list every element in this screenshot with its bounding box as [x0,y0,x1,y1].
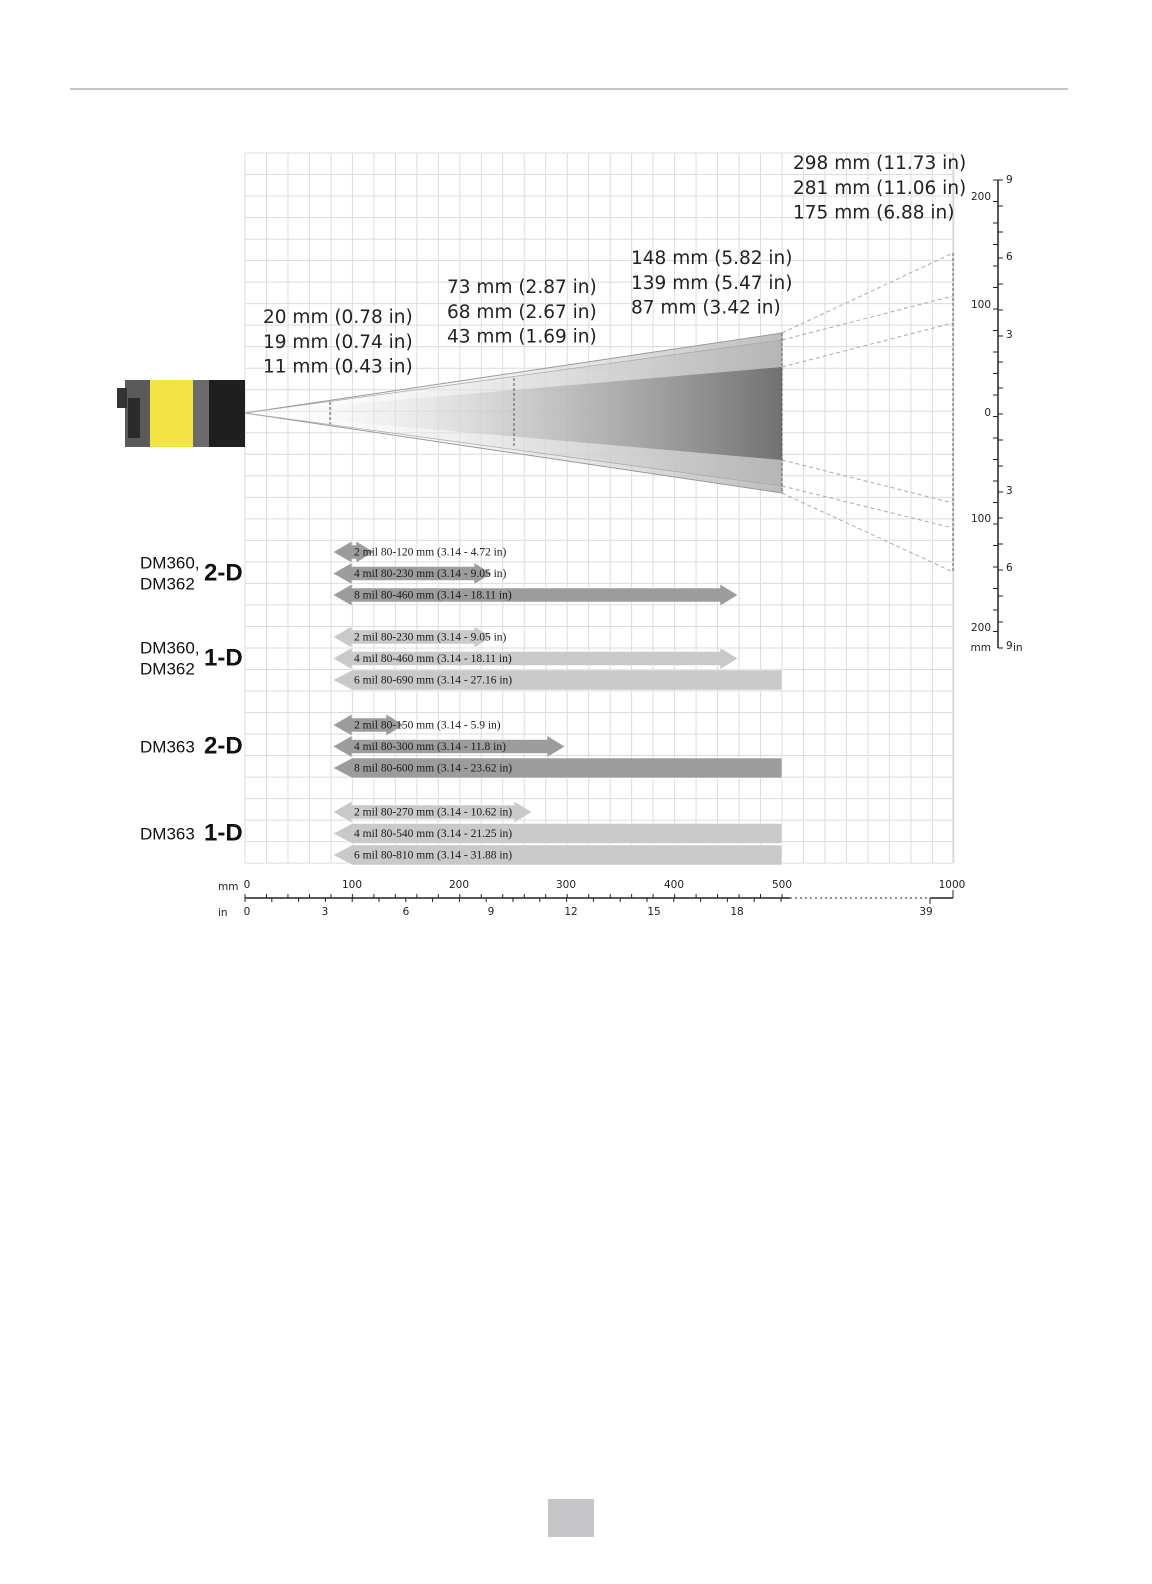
fov-label: 19 mm (0.74 in) [263,332,413,353]
fov-label: 148 mm (5.82 in) [631,248,793,269]
range-label: 4 mil 80-230 mm (3.14 - 9.05 in) [354,568,507,580]
y-in-label: 9 [1006,174,1013,186]
range-label: 4 mil 80-460 mm (3.14 - 18.11 in) [354,653,512,665]
code-type: 2-D [204,732,243,759]
x-in-label: 18 [730,906,743,918]
y-mm-label: 200 [971,622,991,634]
y-in-label: 9 [1006,640,1013,652]
x-in-label: 6 [403,906,410,918]
x-mm-label: 300 [556,879,576,891]
range-label: 2 mil 80-230 mm (3.14 - 9.05 in) [354,632,507,644]
page-number-box [548,1499,594,1537]
y-mm-label: 200 [971,191,991,203]
range-arrow [332,583,739,607]
range-arrow [332,646,739,671]
fov-label: 87 mm (3.42 in) [631,298,781,319]
y-in-label: 6 [1006,562,1013,574]
x-mm-label: 1000 [939,879,966,891]
range-label: 4 mil 80-300 mm (3.14 - 11.8 in) [354,741,506,753]
y-unit-mm: mm [971,642,991,654]
range-arrow [332,844,783,866]
x-in-label: 3 [322,906,329,918]
x-in-label: 0 [244,906,251,918]
range-label: 2 mil 80-150 mm (3.14 - 5.9 in) [354,720,501,732]
range-label: 2 mil 80-120 mm (3.14 - 4.72 in) [354,547,507,559]
code-type: 1-D [204,819,243,846]
model-name: DM360, [140,553,200,572]
x-mm-label: 500 [772,879,792,891]
model-name: DM362 [140,659,195,678]
range-arrow [332,625,493,649]
y-unit-in: in [1013,642,1023,654]
range-arrow [332,713,405,737]
content: 20 mm (0.78 in) 19 mm (0.74 in) 11 mm (0.4… [140,153,1023,919]
range-arrow [332,540,375,564]
fov-label: 68 mm (2.67 in) [447,302,597,323]
fov-label: 139 mm (5.47 in) [631,273,793,294]
range-label: 8 mil 80-460 mm (3.14 - 18.11 in) [354,590,512,602]
range-arrow [332,669,783,691]
range-arrow [332,561,493,586]
range-label: 2 mil 80-270 mm (3.14 - 10.62 in) [354,807,512,819]
x-mm-label: 100 [342,879,362,891]
x-mm-label: 0 [244,879,251,891]
x-unit-in: in [218,907,228,919]
code-type: 2-D [204,559,243,586]
y-in-label: 6 [1006,251,1013,263]
range-label: 4 mil 80-540 mm (3.14 - 21.25 in) [354,828,512,840]
y-mm-label: 100 [971,513,991,525]
range-arrow [332,800,533,824]
model-name: DM360, [140,638,200,657]
fov-label: 175 mm (6.88 in) [793,203,955,224]
x-in-label: 12 [564,906,577,918]
range-arrow [332,757,783,779]
range-arrow [332,823,783,844]
range-label: 6 mil 80-690 mm (3.14 - 27.16 in) [354,675,512,687]
code-type: 1-D [204,644,243,671]
x-in-label: 9 [488,906,495,918]
x-in-label: 15 [647,906,660,918]
fov-dimension-lines [329,253,954,572]
model-name: DM362 [140,574,195,593]
fov-label: 298 mm (11.73 in) [793,153,966,174]
model-name: DM363 [140,737,195,756]
fov-extension [781,252,954,573]
y-in-label: 3 [1006,329,1013,341]
y-mm-label: 100 [971,299,991,311]
x-unit-mm: mm [218,881,238,893]
y-mm-label: 0 [984,407,991,419]
x-mm-label: 200 [449,879,469,891]
fov-label: 73 mm (2.87 in) [447,277,597,298]
x-in-label: 39 [919,906,932,918]
model-name: DM363 [140,824,195,843]
camera [117,380,245,447]
fov-label: 43 mm (1.69 in) [447,327,597,348]
range-arrow [332,734,566,759]
fov-label: 11 mm (0.43 in) [263,357,413,378]
range-label: 6 mil 80-810 mm (3.14 - 31.88 in) [354,850,512,862]
range-label: 8 mil 80-600 mm (3.14 - 23.62 in) [354,763,512,775]
y-in-label: 3 [1006,485,1013,497]
fov-label: 20 mm (0.78 in) [263,307,413,328]
fov-label: 281 mm (11.06 in) [793,178,966,199]
x-mm-label: 400 [664,879,684,891]
